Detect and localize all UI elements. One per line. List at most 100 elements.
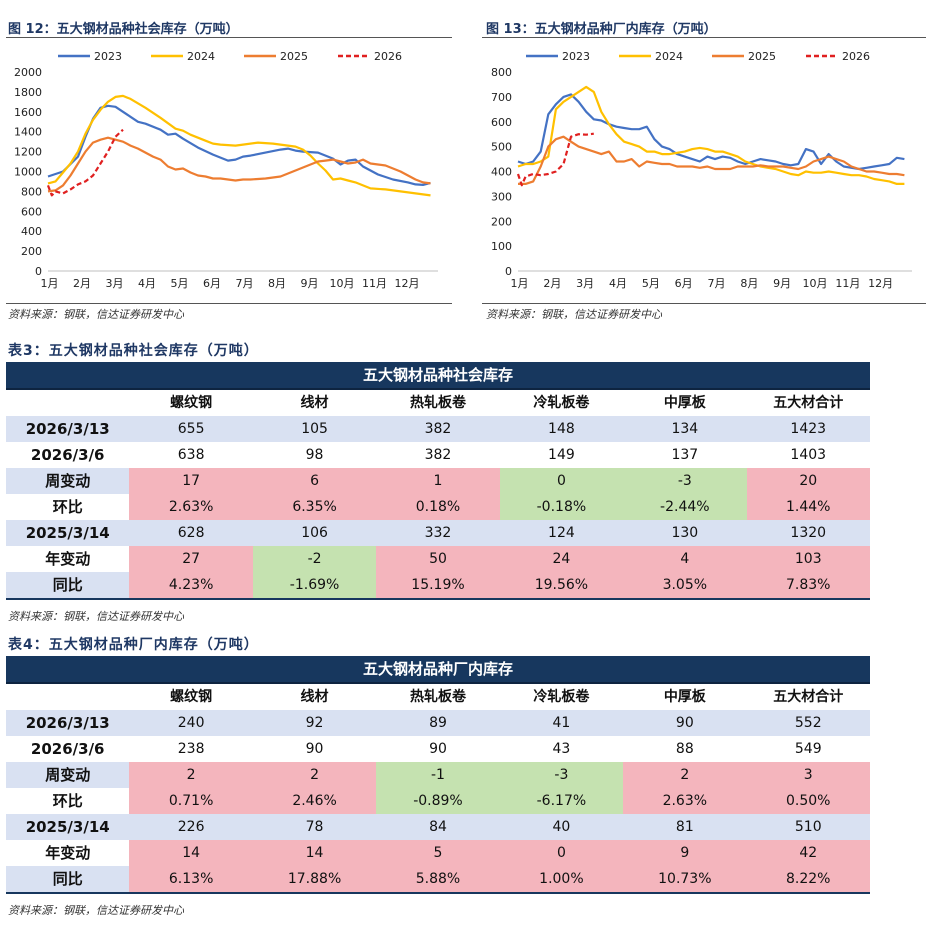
- table-cell: 149: [499, 442, 624, 468]
- table-cell: 628: [129, 520, 253, 546]
- series-line-2026: [516, 132, 594, 187]
- series-line-2024: [517, 85, 905, 185]
- table4-bottom-rule: [6, 892, 870, 894]
- x-tick-label: 4月: [609, 277, 627, 290]
- y-tick-label: 1000: [14, 166, 42, 179]
- table-cell: 3.05%: [623, 572, 747, 598]
- table-cell: 90: [623, 710, 747, 736]
- table-row: 同比 6.13% 17.88% 5.88% 1.00% 10.73% 8.22%: [6, 866, 870, 892]
- table4: 五大钢材品种厂内库存 螺纹钢 线材 热轧板卷 冷轧板卷 中厚板 五大材合计 2026/3/1…: [6, 656, 870, 894]
- fig12-source: 资料来源：钢联，信达证券研发中心: [8, 308, 184, 321]
- table-cell: 134: [623, 416, 747, 442]
- column-header: [6, 684, 129, 710]
- table-cell: 5: [376, 840, 500, 866]
- table-cell: 3: [746, 762, 870, 788]
- x-tick-label: 12月: [868, 277, 893, 290]
- series-line-2025: [47, 136, 431, 193]
- table3-header: 五大钢材品种社会库存: [6, 362, 870, 390]
- legend-label-2025: 2025: [748, 50, 776, 63]
- fig13-source: 资料来源：钢联，信达证券研发中心: [486, 308, 662, 321]
- table-row: 2026/3/13 655 105 382 148 134 1423: [6, 416, 870, 442]
- column-header: [6, 390, 129, 416]
- table-row: 同比 4.23% -1.69% 15.19% 19.56% 3.05% 7.83%: [6, 572, 870, 598]
- row-label: 环比: [6, 494, 130, 520]
- table-cell: 6.13%: [129, 866, 253, 892]
- table-cell: 20: [746, 468, 870, 494]
- table-cell: 14: [129, 840, 253, 866]
- table-cell: 17: [129, 468, 253, 494]
- table-cell: 15.19%: [376, 572, 500, 598]
- table-cell: 226: [129, 814, 253, 840]
- column-header: 五大材合计: [773, 395, 844, 411]
- column-header: 热轧板卷: [409, 395, 466, 411]
- x-tick-label: 10月: [803, 277, 828, 290]
- y-tick-label: 1400: [14, 126, 42, 139]
- table-cell: -2.44%: [623, 494, 747, 520]
- table-row: 2025/3/14 226 78 84 40 81 510: [6, 814, 870, 840]
- table-cell: 2.63%: [623, 788, 747, 814]
- table-cell: 0.18%: [376, 494, 500, 520]
- y-tick-label: 800: [491, 66, 512, 79]
- legend-label-2024: 2024: [187, 50, 215, 63]
- table-cell: 41: [499, 710, 624, 736]
- table-cell: 510: [746, 814, 870, 840]
- y-tick-label: 500: [491, 141, 512, 154]
- table-cell: 106: [252, 520, 377, 546]
- table-cell: 2.46%: [252, 788, 377, 814]
- table-cell: 1320: [746, 520, 870, 546]
- table-cell: 382: [376, 442, 500, 468]
- legend-label-2025: 2025: [280, 50, 308, 63]
- x-tick-label: 5月: [642, 277, 660, 290]
- table3-bottom-rule: [6, 598, 870, 600]
- x-tick-label: 3月: [576, 277, 594, 290]
- x-tick-label: 3月: [106, 277, 124, 290]
- table-cell: 103: [746, 546, 870, 572]
- table-cell: 42: [746, 840, 870, 866]
- table-cell: 88: [623, 736, 747, 762]
- column-header: 中厚板: [663, 395, 706, 411]
- table-cell: 2: [623, 762, 747, 788]
- y-tick-label: 700: [491, 91, 512, 104]
- y-tick-label: 0: [505, 265, 512, 278]
- x-tick-label: 8月: [740, 277, 758, 290]
- row-label: 周变动: [6, 468, 130, 494]
- y-tick-label: 600: [21, 205, 42, 218]
- table-cell: 78: [252, 814, 377, 840]
- fig12-rule: [6, 37, 452, 38]
- table-cell: 655: [129, 416, 253, 442]
- y-tick-label: 300: [491, 190, 512, 203]
- table-cell: 92: [252, 710, 377, 736]
- table-cell: 0: [499, 468, 624, 494]
- table-cell: -1: [376, 762, 500, 788]
- table-cell: 4: [623, 546, 747, 572]
- table-cell: 43: [499, 736, 624, 762]
- series-line-2024: [47, 94, 431, 197]
- table-cell: 9: [623, 840, 747, 866]
- table-cell: 89: [376, 710, 500, 736]
- table-row: 周变动 17 6 1 0 -3 20: [6, 468, 870, 494]
- table-cell: 137: [623, 442, 747, 468]
- table-cell: 382: [376, 416, 500, 442]
- table-cell: 1423: [746, 416, 870, 442]
- table-cell: 1: [376, 468, 500, 494]
- table-cell: 0: [499, 840, 624, 866]
- x-tick-label: 12月: [395, 277, 420, 290]
- row-label: 2025/3/14: [6, 520, 130, 546]
- row-label: 2026/3/13: [6, 710, 130, 736]
- x-tick-label: 2月: [73, 277, 91, 290]
- table4-caption: 表4：五大钢材品种厂内库存（万吨）: [8, 637, 259, 653]
- legend-label-2024: 2024: [655, 50, 683, 63]
- row-label: 年变动: [6, 840, 130, 866]
- x-tick-label: 7月: [236, 277, 254, 290]
- fig12-bottom-rule: [6, 303, 452, 304]
- y-tick-label: 1200: [14, 146, 42, 159]
- table-cell: 130: [623, 520, 747, 546]
- column-header: 线材: [300, 689, 329, 705]
- row-label: 环比: [6, 788, 130, 814]
- table-cell: 332: [376, 520, 500, 546]
- legend-label-2023: 2023: [562, 50, 590, 63]
- y-tick-label: 400: [491, 166, 512, 179]
- table-cell: 81: [623, 814, 747, 840]
- column-header: 中厚板: [663, 689, 706, 705]
- table-cell: 14: [252, 840, 377, 866]
